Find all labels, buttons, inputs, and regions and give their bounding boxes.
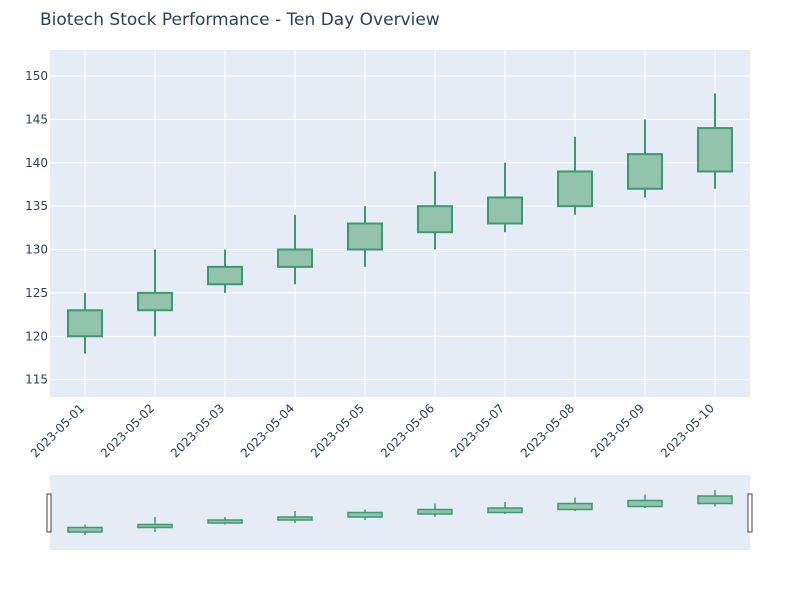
y-tick-label: 115 [25,373,48,387]
candle [697,93,733,189]
range-slider-candles [67,490,733,535]
x-tick-label: 2023-05-07 [448,401,507,460]
y-tick-label: 135 [25,199,48,213]
candle [557,136,593,215]
slider-candle [417,503,453,517]
candle [487,162,523,233]
x-tick-label: 2023-05-01 [28,401,87,460]
y-tick-label: 120 [25,329,48,343]
x-tick-label: 2023-05-02 [98,401,157,460]
slider-candle [137,517,173,532]
candle-body [67,309,103,338]
candle-body [487,196,523,225]
slider-candle [277,511,313,523]
x-tick-label: 2023-05-06 [378,401,437,460]
y-tick-label: 130 [25,243,48,257]
candles [67,93,733,354]
candle-body [697,127,733,173]
x-tick-label: 2023-05-05 [308,401,367,460]
candle [347,206,383,267]
range-slider-handle-right[interactable] [747,493,753,533]
plot-area [50,50,750,397]
candle [67,292,103,354]
x-axis-ticks: 2023-05-01 2023-05-02 2023-05-03 2023-05-04… [28,401,717,460]
y-tick-label: 125 [25,286,48,300]
candle-body [207,265,243,286]
candle [417,171,453,250]
x-tick-label: 2023-05-04 [238,401,297,460]
range-slider[interactable] [50,475,750,550]
candle [207,249,243,293]
slider-candle [557,497,593,511]
slider-candle [347,509,383,520]
candle-body [137,291,173,312]
y-axis-ticks: 115 120 125 130 135 140 145 150 [25,69,48,387]
candle [627,119,663,198]
slider-candle [487,502,523,514]
chart-title: Biotech Stock Performance - Ten Day Over… [40,10,440,30]
x-tick-label: 2023-05-09 [588,401,647,460]
candle-body [417,205,453,234]
y-tick-label: 145 [25,112,48,126]
x-tick-label: 2023-05-08 [518,401,577,460]
y-tick-label: 140 [25,156,48,170]
x-tick-label: 2023-05-03 [168,401,227,460]
range-slider-handle-left[interactable] [46,493,52,533]
candle-body [347,222,383,251]
candle-body [557,170,593,208]
y-tick-label: 150 [25,69,48,83]
candle-body [277,248,313,268]
slider-candle [67,524,103,535]
candle [277,214,313,285]
candle-body [627,153,663,190]
x-tick-label: 2023-05-10 [658,401,717,460]
candle [137,249,173,337]
slider-candle [627,494,663,508]
slider-candle [697,490,733,507]
slider-candle [207,517,243,525]
